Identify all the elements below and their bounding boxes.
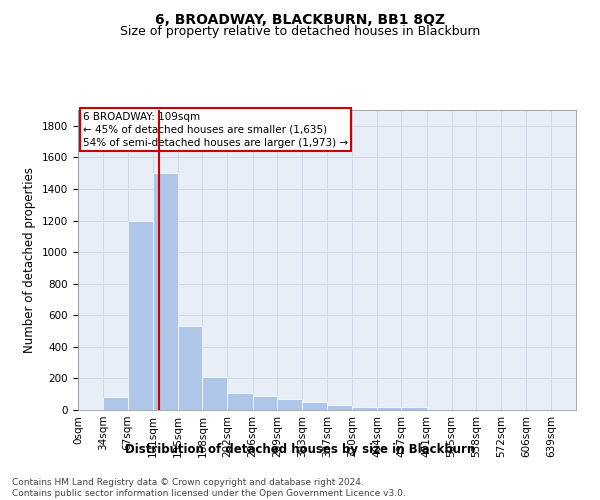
- Y-axis label: Number of detached properties: Number of detached properties: [23, 167, 37, 353]
- Text: Contains HM Land Registry data © Crown copyright and database right 2024.
Contai: Contains HM Land Registry data © Crown c…: [12, 478, 406, 498]
- Text: 6 BROADWAY: 109sqm
← 45% of detached houses are smaller (1,635)
54% of semi-deta: 6 BROADWAY: 109sqm ← 45% of detached hou…: [83, 112, 348, 148]
- Bar: [153, 173, 178, 410]
- Bar: [277, 399, 302, 410]
- Bar: [128, 220, 153, 410]
- Bar: [103, 398, 128, 410]
- Bar: [328, 406, 352, 410]
- Text: 6, BROADWAY, BLACKBURN, BB1 8QZ: 6, BROADWAY, BLACKBURN, BB1 8QZ: [155, 12, 445, 26]
- Text: Size of property relative to detached houses in Blackburn: Size of property relative to detached ho…: [120, 25, 480, 38]
- Bar: [202, 377, 227, 410]
- Bar: [227, 392, 253, 410]
- Bar: [352, 407, 377, 410]
- Bar: [377, 407, 401, 410]
- Bar: [401, 407, 427, 410]
- Text: Distribution of detached houses by size in Blackburn: Distribution of detached houses by size …: [125, 442, 475, 456]
- Bar: [302, 402, 328, 410]
- Bar: [253, 396, 277, 410]
- Bar: [178, 326, 202, 410]
